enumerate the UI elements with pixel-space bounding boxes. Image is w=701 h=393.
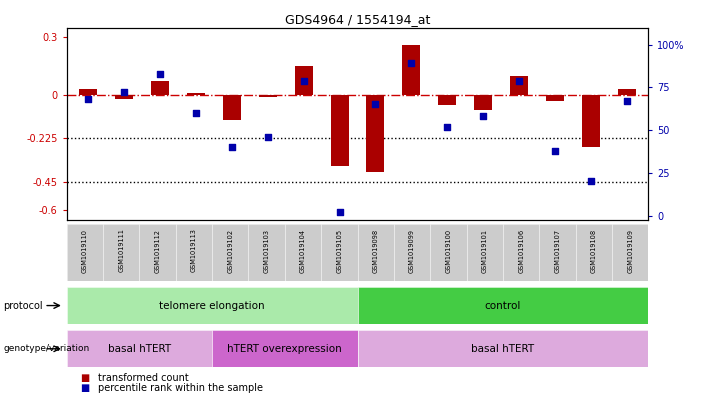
Point (621, 98, 632, 104)
Bar (582, 95, 600, 147)
Bar (187, 93, 205, 95)
Text: basal hTERT: basal hTERT (108, 344, 171, 354)
Text: GSM1019103: GSM1019103 (264, 229, 270, 273)
Point (190, 110, 201, 116)
Point (83, 96, 94, 103)
Point (514, 77, 525, 84)
Text: control: control (485, 301, 521, 310)
Text: GSM1019111: GSM1019111 (118, 229, 124, 272)
Point (406, 60, 417, 66)
Point (550, 147, 561, 154)
Bar (79, 89, 97, 95)
Point (118, 89, 130, 95)
Bar (546, 95, 564, 101)
Text: telomere elongation: telomere elongation (159, 301, 265, 310)
Text: ■: ■ (81, 383, 90, 393)
Bar (151, 81, 169, 95)
Bar (259, 95, 277, 97)
Bar (510, 75, 528, 95)
Text: basal hTERT: basal hTERT (471, 344, 535, 354)
Point (154, 70, 165, 77)
Text: GSM1019106: GSM1019106 (518, 229, 524, 273)
Text: GSM1019099: GSM1019099 (409, 229, 415, 273)
Text: GSM1019112: GSM1019112 (154, 229, 161, 273)
Text: GSM1019108: GSM1019108 (591, 229, 597, 273)
Point (298, 77, 309, 84)
Text: GSM1019100: GSM1019100 (445, 229, 451, 273)
Text: percentile rank within the sample: percentile rank within the sample (98, 383, 263, 393)
Title: GDS4964 / 1554194_at: GDS4964 / 1554194_at (285, 13, 430, 26)
Point (477, 113, 489, 119)
Text: GSM1019098: GSM1019098 (373, 229, 379, 273)
Text: GSM1019110: GSM1019110 (82, 229, 88, 273)
Point (334, 209, 345, 215)
Bar (367, 95, 384, 172)
Text: GSM1019101: GSM1019101 (482, 229, 488, 273)
Point (226, 144, 238, 151)
Text: genotype/variation: genotype/variation (4, 344, 90, 353)
Text: hTERT overexpression: hTERT overexpression (227, 344, 342, 354)
Bar (475, 95, 492, 110)
Text: GSM1019109: GSM1019109 (627, 229, 633, 273)
Text: ■: ■ (81, 373, 90, 383)
Bar (115, 95, 133, 99)
Text: GSM1019113: GSM1019113 (191, 229, 197, 272)
Bar (331, 95, 348, 166)
Point (262, 134, 273, 140)
Point (442, 123, 453, 130)
Text: GSM1019102: GSM1019102 (227, 229, 233, 273)
Text: protocol: protocol (4, 301, 43, 310)
Point (585, 178, 597, 185)
Point (370, 101, 381, 108)
Bar (223, 95, 240, 120)
Bar (618, 89, 636, 95)
Text: transformed count: transformed count (98, 373, 189, 383)
Bar (438, 95, 456, 105)
Text: GSM1019105: GSM1019105 (336, 229, 342, 273)
Bar (294, 66, 313, 95)
Text: GSM1019104: GSM1019104 (300, 229, 306, 273)
Bar (402, 45, 421, 95)
Text: GSM1019107: GSM1019107 (554, 229, 561, 273)
